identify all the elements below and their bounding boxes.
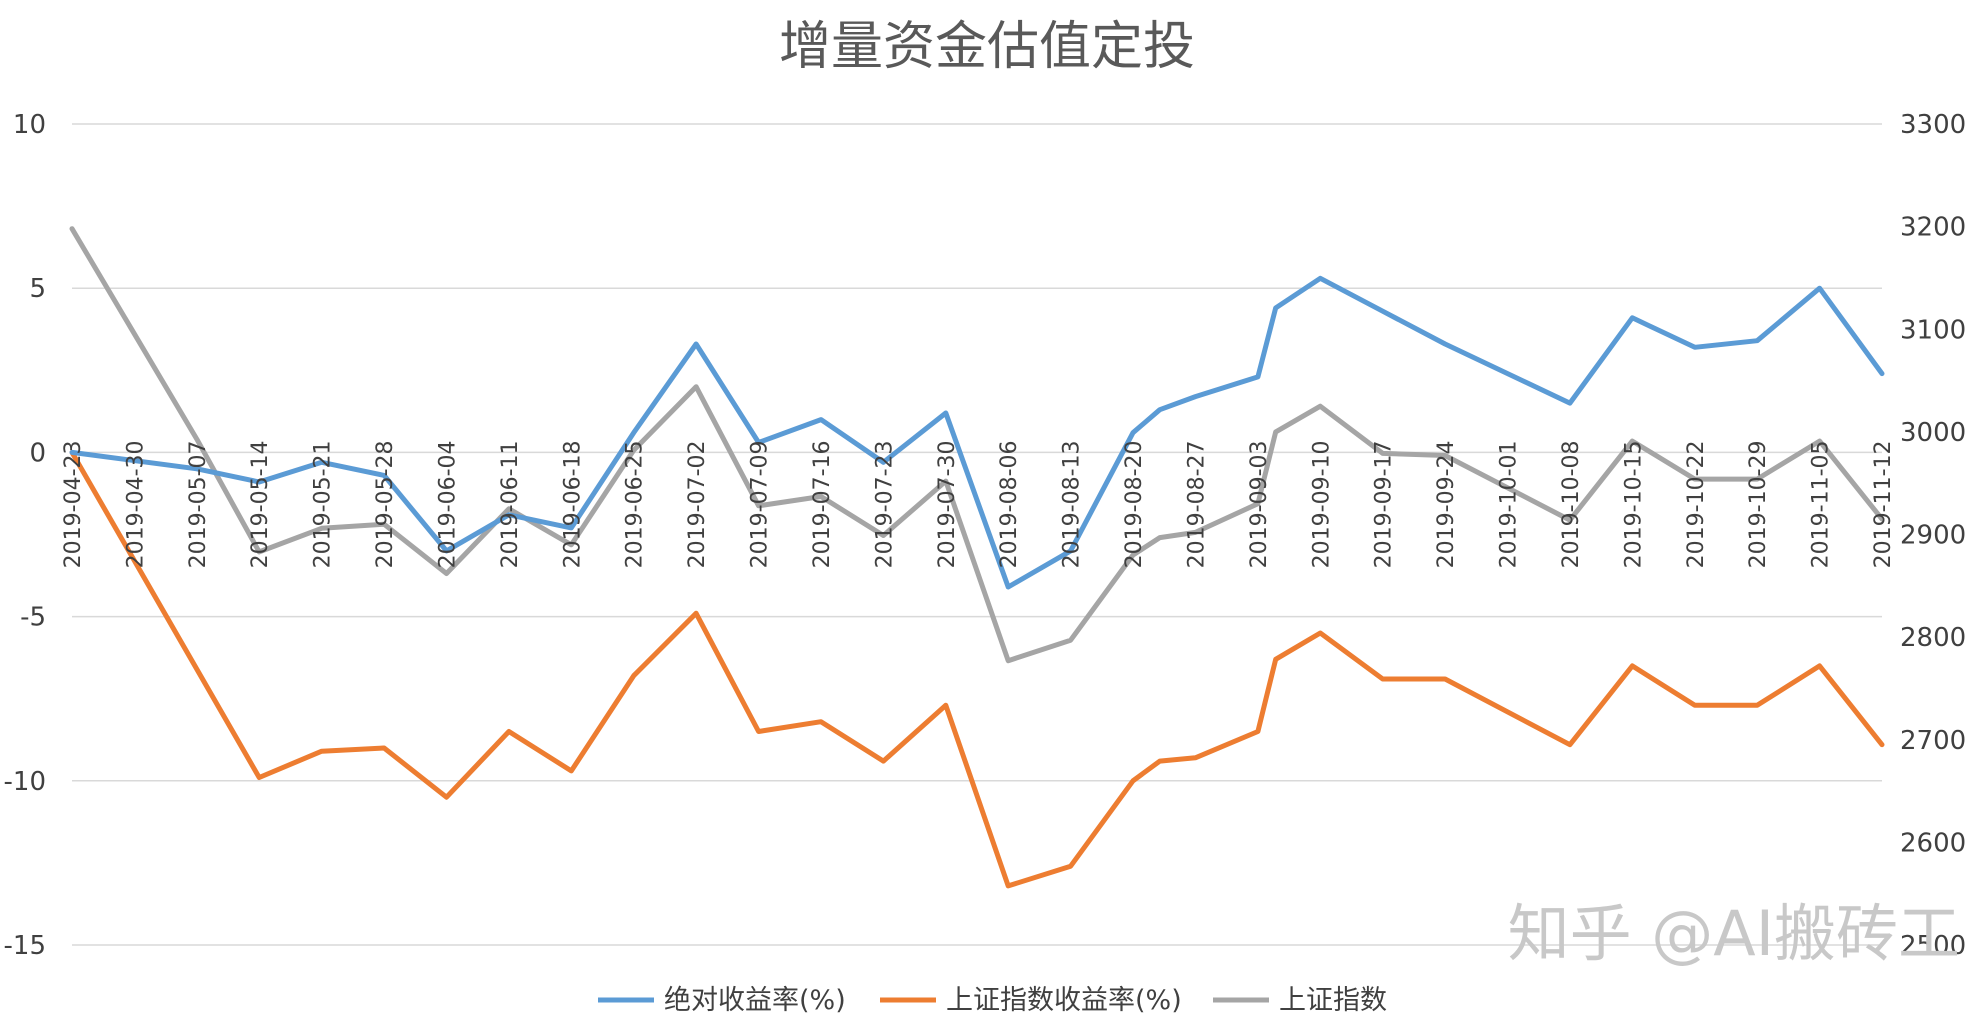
series-line-0	[69, 275, 1885, 590]
x-tick-label: 2019-11-05	[1809, 440, 1834, 568]
series-line-2	[69, 226, 1885, 664]
y-right-tick-label: 2700	[1900, 726, 1966, 756]
legend: 绝对收益率(%) 上证指数收益率(%) 上证指数	[598, 985, 1387, 1016]
x-tick-label: 2019-11-12	[1871, 440, 1896, 568]
legend-label: 上证指数	[1279, 985, 1387, 1016]
x-tick-label: 2019-06-18	[560, 440, 585, 568]
x-tick-label: 2019-08-20	[1122, 440, 1147, 568]
x-tick-label: 2019-05-07	[186, 440, 211, 568]
y-right-tick-label: 3000	[1900, 418, 1966, 448]
chart-title: 增量资金估值定投	[779, 17, 1195, 77]
x-tick-label: 2019-05-14	[248, 440, 273, 568]
y-left-tick-label: -5	[20, 603, 46, 633]
x-tick-label: 2019-06-25	[623, 440, 648, 568]
x-tick-label: 2019-07-09	[748, 440, 773, 568]
x-tick-label: 2019-10-22	[1684, 440, 1709, 568]
y-left-tick-label: 10	[13, 110, 46, 140]
x-tick-label: 2019-06-04	[436, 440, 461, 568]
y-right-tick-label: 2500	[1900, 931, 1966, 961]
legend-label: 绝对收益率(%)	[664, 985, 846, 1016]
x-tick-label: 2019-07-16	[810, 440, 835, 568]
x-tick-label: 2019-07-23	[872, 440, 897, 568]
legend-label: 上证指数收益率(%)	[946, 985, 1182, 1016]
x-tick-label: 2019-05-21	[311, 440, 336, 568]
y-right-tick-label: 2900	[1900, 521, 1966, 551]
x-axis-ticks: 2019-04-23 2019-04-30 2019-05-07 2019-05-14…	[61, 440, 1896, 568]
y-right-tick-label: 2600	[1900, 828, 1966, 858]
x-tick-label: 2019-10-15	[1621, 440, 1646, 568]
x-tick-label: 2019-10-01	[1497, 440, 1522, 568]
x-tick-label: 2019-07-02	[685, 440, 710, 568]
y-right-tick-label: 3300	[1900, 110, 1966, 140]
x-tick-label: 2019-06-11	[498, 440, 523, 568]
x-tick-label: 2019-08-13	[1060, 440, 1085, 568]
x-tick-label: 2019-10-29	[1746, 440, 1771, 568]
x-tick-label: 2019-08-06	[997, 440, 1022, 568]
x-tick-label: 2019-09-24	[1434, 440, 1459, 568]
x-tick-label: 2019-10-08	[1559, 440, 1584, 568]
x-tick-label: 2019-05-28	[373, 440, 398, 568]
x-tick-label: 2019-09-03	[1247, 440, 1272, 568]
watermark: 知乎 @AI搬砖工	[1508, 897, 1960, 970]
y-left-tick-label: 0	[29, 438, 46, 468]
y-right-tick-label: 3100	[1900, 315, 1966, 345]
series-lines	[69, 226, 1885, 889]
y-left-tick-label: 5	[29, 274, 46, 304]
y-right-tick-label: 2800	[1900, 623, 1966, 653]
y-axis-right: 3300 3200 3100 3000 2900 2800 2700 2600 2500	[1900, 110, 1966, 961]
y-left-tick-label: -10	[4, 767, 46, 797]
y-right-tick-label: 3200	[1900, 213, 1966, 243]
series-line-1	[69, 449, 1885, 889]
x-tick-label: 2019-08-27	[1184, 440, 1209, 568]
x-tick-label: 2019-04-23	[61, 440, 86, 568]
gridlines	[72, 123, 1882, 946]
x-tick-label: 2019-09-17	[1372, 440, 1397, 568]
y-axis-left: 10 5 0 -5 -10 -15	[4, 110, 46, 961]
x-tick-label: 2019-09-10	[1309, 440, 1334, 568]
y-left-tick-label: -15	[4, 931, 46, 961]
x-tick-label: 2019-04-30	[123, 440, 148, 568]
x-tick-label: 2019-07-30	[935, 440, 960, 568]
